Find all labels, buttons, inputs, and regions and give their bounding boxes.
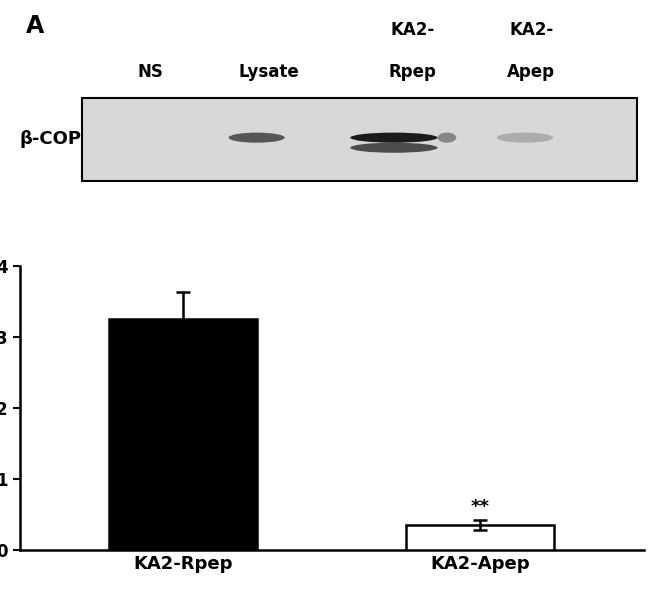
Text: β-COP: β-COP bbox=[20, 130, 81, 149]
Bar bbox=[406, 525, 554, 550]
Ellipse shape bbox=[350, 133, 437, 143]
Text: Lysate: Lysate bbox=[239, 63, 300, 82]
Text: KA2-: KA2- bbox=[391, 21, 435, 39]
FancyBboxPatch shape bbox=[82, 98, 637, 181]
Text: NS: NS bbox=[138, 63, 164, 82]
Text: Apep: Apep bbox=[507, 63, 555, 82]
Text: **: ** bbox=[471, 498, 489, 516]
Ellipse shape bbox=[497, 133, 553, 143]
Text: A: A bbox=[26, 14, 44, 38]
Text: KA2-: KA2- bbox=[509, 21, 553, 39]
Bar bbox=[109, 319, 257, 550]
Text: Rpep: Rpep bbox=[389, 63, 437, 82]
Ellipse shape bbox=[350, 143, 437, 153]
Ellipse shape bbox=[229, 133, 285, 143]
Ellipse shape bbox=[437, 133, 456, 143]
